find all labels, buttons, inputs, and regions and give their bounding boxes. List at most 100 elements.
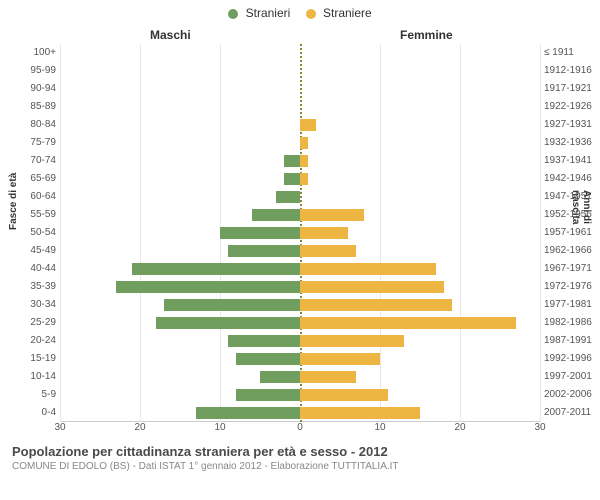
- bar-female: [300, 407, 420, 420]
- bar-male: [284, 173, 300, 186]
- age-label: 100+: [0, 48, 56, 58]
- bar-male: [196, 407, 300, 420]
- legend-swatch-male: [228, 9, 238, 19]
- pyramid-row: [60, 353, 540, 366]
- bar-male: [228, 335, 300, 348]
- population-pyramid-chart: Stranieri Straniere Maschi Femmine Fasce…: [0, 0, 600, 500]
- birth-year-label: 1952-1956: [544, 210, 600, 220]
- legend-label-female: Straniere: [323, 6, 372, 20]
- pyramid-row: [60, 155, 540, 168]
- legend-item-female: Straniere: [306, 6, 372, 20]
- birth-year-label: 2007-2011: [544, 408, 600, 418]
- bar-male: [116, 281, 300, 294]
- birth-year-label: 1937-1941: [544, 156, 600, 166]
- birth-year-label: 1967-1971: [544, 264, 600, 274]
- birth-year-label: 1982-1986: [544, 318, 600, 328]
- bar-female: [300, 317, 516, 330]
- age-label: 60-64: [0, 192, 56, 202]
- age-label: 20-24: [0, 336, 56, 346]
- column-header-male: Maschi: [150, 28, 191, 42]
- pyramid-row: [60, 281, 540, 294]
- birth-year-label: 1942-1946: [544, 174, 600, 184]
- bar-female: [300, 371, 356, 384]
- birth-year-label: 1957-1961: [544, 228, 600, 238]
- bar-male: [236, 353, 300, 366]
- column-header-female: Femmine: [400, 28, 453, 42]
- bar-male: [276, 191, 300, 204]
- birth-year-label: 1947-1951: [544, 192, 600, 202]
- age-label: 95-99: [0, 66, 56, 76]
- bar-male: [260, 371, 300, 384]
- bar-male: [132, 263, 300, 276]
- bar-female: [300, 137, 308, 150]
- pyramid-row: [60, 47, 540, 60]
- bar-female: [300, 245, 356, 258]
- birth-year-label: 1927-1931: [544, 120, 600, 130]
- pyramid-row: [60, 83, 540, 96]
- bar-male: [156, 317, 300, 330]
- pyramid-row: [60, 173, 540, 186]
- bar-female: [300, 263, 436, 276]
- pyramid-row: [60, 191, 540, 204]
- pyramid-row: [60, 407, 540, 420]
- age-label: 65-69: [0, 174, 56, 184]
- age-label: 45-49: [0, 246, 56, 256]
- bar-female: [300, 155, 308, 168]
- x-tick: 20: [454, 422, 465, 433]
- pyramid-row: [60, 137, 540, 150]
- pyramid-row: [60, 335, 540, 348]
- x-tick: 10: [374, 422, 385, 433]
- birth-year-label: 1987-1991: [544, 336, 600, 346]
- bar-female: [300, 299, 452, 312]
- birth-year-label: 1997-2001: [544, 372, 600, 382]
- plot-area: [60, 44, 540, 422]
- age-label: 5-9: [0, 390, 56, 400]
- legend-swatch-female: [306, 9, 316, 19]
- bar-male: [252, 209, 300, 222]
- birth-year-label: 1962-1966: [544, 246, 600, 256]
- age-label: 90-94: [0, 84, 56, 94]
- legend-item-male: Stranieri: [228, 6, 290, 20]
- age-label: 15-19: [0, 354, 56, 364]
- bar-female: [300, 119, 316, 132]
- y-axis-left-labels: 100+95-9990-9485-8980-8475-7970-7465-696…: [0, 44, 56, 422]
- age-label: 0-4: [0, 408, 56, 418]
- bar-male: [284, 155, 300, 168]
- chart-subtitle: COMUNE DI EDOLO (BS) - Dati ISTAT 1° gen…: [12, 461, 588, 472]
- bar-male: [236, 389, 300, 402]
- bar-female: [300, 389, 388, 402]
- x-tick: 10: [214, 422, 225, 433]
- pyramid-row: [60, 389, 540, 402]
- pyramid-row: [60, 65, 540, 78]
- x-axis-ticks: 3020100102030: [60, 422, 540, 438]
- birth-year-label: 1922-1926: [544, 102, 600, 112]
- age-label: 85-89: [0, 102, 56, 112]
- legend-label-male: Stranieri: [246, 6, 291, 20]
- y-axis-right-labels: ≤ 19111912-19161917-19211922-19261927-19…: [544, 44, 600, 422]
- pyramid-row: [60, 119, 540, 132]
- age-label: 25-29: [0, 318, 56, 328]
- bar-female: [300, 353, 380, 366]
- bar-female: [300, 209, 364, 222]
- bar-male: [228, 245, 300, 258]
- legend: Stranieri Straniere: [0, 6, 600, 20]
- x-tick: 30: [54, 422, 65, 433]
- age-label: 35-39: [0, 282, 56, 292]
- x-tick: 20: [134, 422, 145, 433]
- age-label: 40-44: [0, 264, 56, 274]
- chart-footer: Popolazione per cittadinanza straniera p…: [12, 444, 588, 472]
- birth-year-label: 2002-2006: [544, 390, 600, 400]
- x-tick: 0: [297, 422, 303, 433]
- age-label: 10-14: [0, 372, 56, 382]
- birth-year-label: ≤ 1911: [544, 48, 600, 58]
- x-tick: 30: [534, 422, 545, 433]
- bar-male: [164, 299, 300, 312]
- chart-title: Popolazione per cittadinanza straniera p…: [12, 444, 588, 459]
- pyramid-row: [60, 245, 540, 258]
- pyramid-row: [60, 299, 540, 312]
- pyramid-row: [60, 227, 540, 240]
- birth-year-label: 1977-1981: [544, 300, 600, 310]
- birth-year-label: 1992-1996: [544, 354, 600, 364]
- age-label: 30-34: [0, 300, 56, 310]
- age-label: 70-74: [0, 156, 56, 166]
